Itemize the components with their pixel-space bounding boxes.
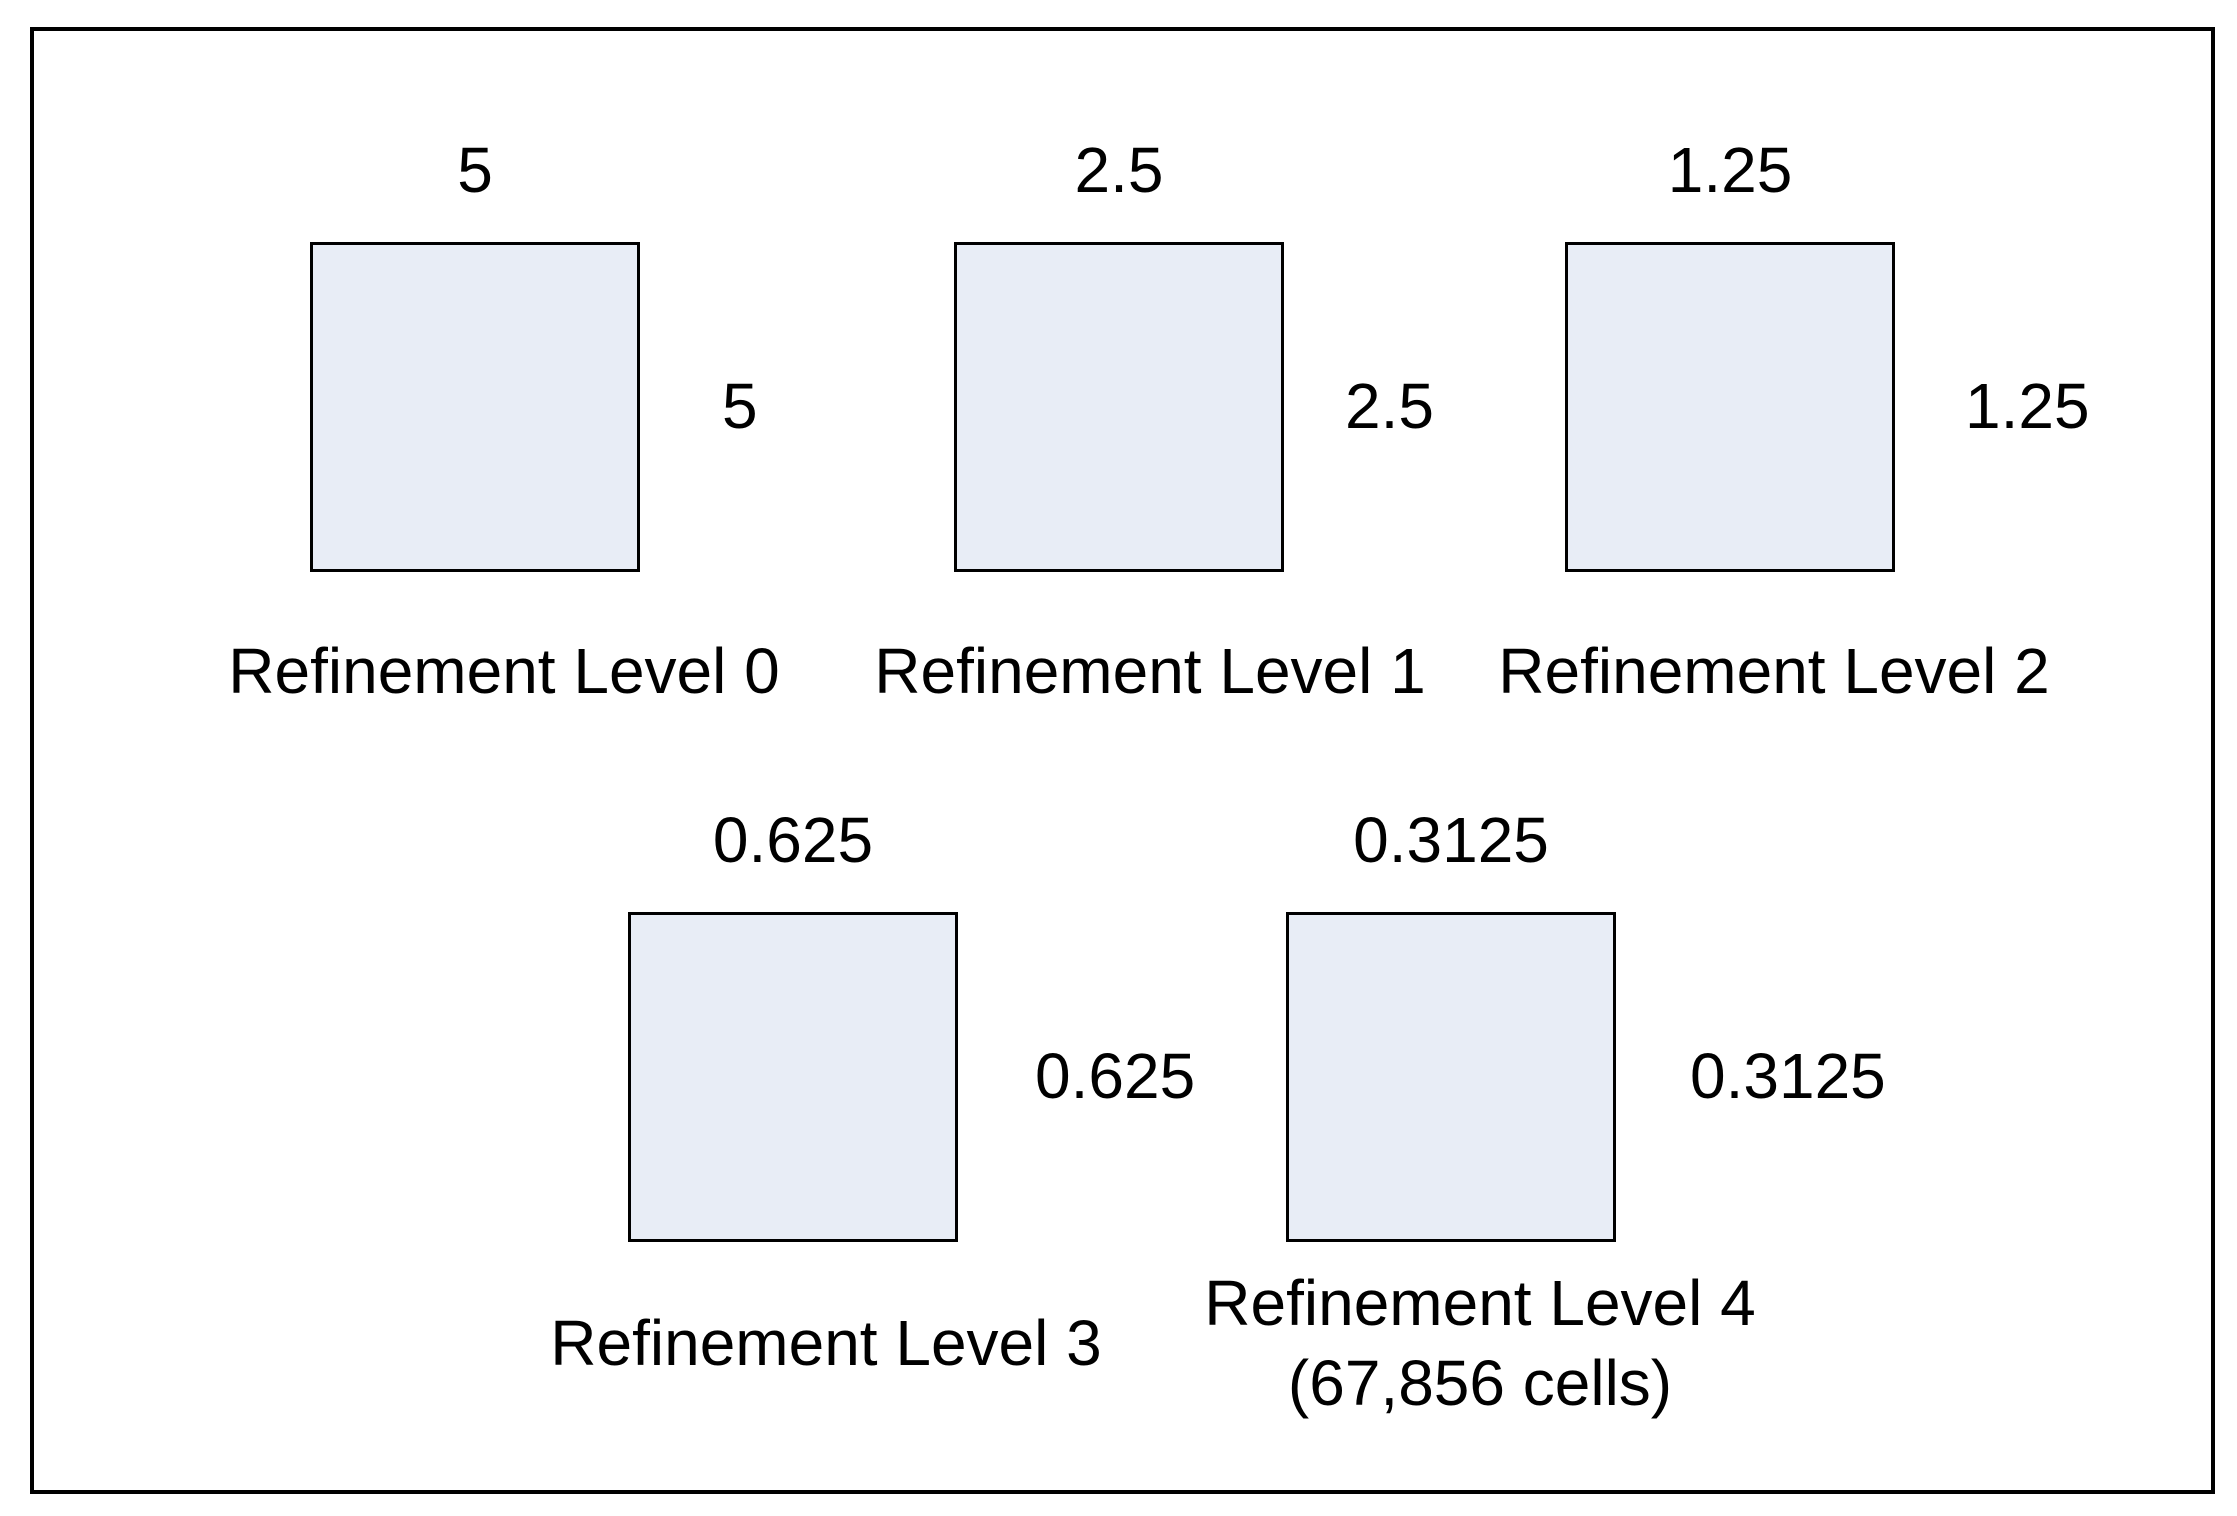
refinement-square-level3 — [628, 912, 958, 1242]
caption-level2: Refinement Level 2 — [1498, 635, 2050, 707]
refinement-square-level0 — [310, 242, 640, 572]
caption-level3: Refinement Level 3 — [550, 1307, 1102, 1379]
refinement-square-level1 — [954, 242, 1284, 572]
dimension-label-side-level3: 0.625 — [1035, 1040, 1196, 1112]
dimension-label-side-level2: 1.25 — [1965, 370, 2090, 442]
dimension-label-top-level3: 0.625 — [712, 804, 874, 876]
refinement-square-level4 — [1286, 912, 1616, 1242]
refinement-square-level2 — [1565, 242, 1895, 572]
dimension-label-top-level1: 2.5 — [1074, 134, 1164, 206]
dimension-label-side-level1: 2.5 — [1345, 370, 1434, 442]
dimension-label-top-level0: 5 — [457, 134, 493, 206]
caption-level1: Refinement Level 1 — [874, 635, 1426, 707]
dimension-label-top-level4: 0.3125 — [1353, 804, 1549, 876]
diagram-border-frame — [30, 27, 2215, 1494]
caption-level4-cellcount: (67,856 cells) — [1287, 1347, 1673, 1419]
dimension-label-side-level4: 0.3125 — [1690, 1040, 1886, 1112]
dimension-label-top-level2: 1.25 — [1667, 134, 1793, 206]
caption-level0: Refinement Level 0 — [228, 635, 780, 707]
dimension-label-side-level0: 5 — [722, 370, 758, 442]
caption-level4-title: Refinement Level 4 — [1204, 1267, 1756, 1339]
caption-level4: Refinement Level 4 (67,856 cells) — [1150, 1263, 1810, 1423]
